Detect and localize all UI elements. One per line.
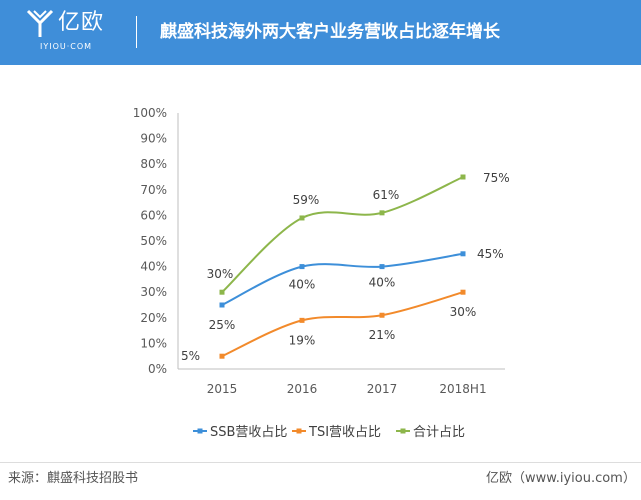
y-axis: 0% 10% 20% 30% 40% 50% 60% 70% 80% 90% 100% (133, 106, 179, 376)
y-tick-label: 10% (140, 336, 167, 350)
x-tick-label: 2015 (207, 382, 238, 396)
data-point (219, 353, 225, 359)
y-tick-label: 70% (140, 183, 167, 197)
data-label: 59% (293, 193, 320, 207)
y-tick-label: 90% (140, 132, 167, 146)
y-tick-label: 100% (133, 106, 167, 120)
chart-legend: SSB营收占比 TSI营收占比 合计占比 (193, 425, 465, 440)
series-layer: 25% 40% 40% 45% 5% 19% 21% 30% 30% 59% 61% 75% (181, 171, 510, 363)
data-point (379, 264, 385, 270)
page-title: 麒盛科技海外两大客户业务营收占比逐年增长 (160, 22, 500, 42)
data-point (299, 317, 305, 323)
data-point (460, 251, 466, 257)
series-line (221, 252, 464, 306)
y-tick-label: 80% (140, 157, 167, 171)
data-label: 25% (209, 318, 236, 332)
y-tick-label: 30% (140, 285, 167, 299)
y-tick-label: 40% (140, 260, 167, 274)
data-label: 61% (373, 188, 400, 202)
data-point (460, 289, 466, 295)
logo-subtext: IYIOU·COM (40, 42, 93, 51)
data-point (379, 312, 385, 318)
legend-swatch-marker (197, 428, 203, 434)
series-line (221, 291, 464, 358)
x-tick-label: 2017 (367, 382, 398, 396)
footer-divider (0, 462, 641, 463)
legend-label: 合计占比 (413, 425, 465, 440)
source-note: 来源：麒盛科技招股书 (8, 471, 139, 486)
x-tick-label: 2016 (287, 382, 318, 396)
data-point (460, 174, 466, 180)
data-label: 75% (483, 171, 510, 185)
logo-icon (26, 9, 54, 37)
y-tick-label: 60% (140, 208, 167, 222)
header-divider (136, 16, 137, 48)
data-label: 5% (181, 349, 200, 363)
header-bar: 亿欧 IYIOU·COM 麒盛科技海外两大客户业务营收占比逐年增长 (0, 0, 641, 65)
line-chart: 0%10%20%30%40%50%60%70%80%90%100% 2015 20… (133, 106, 510, 440)
legend-label: SSB营收占比 (210, 425, 287, 440)
x-tick-label: 2018H1 (439, 382, 486, 396)
data-point (219, 302, 225, 308)
data-point (299, 215, 305, 221)
data-point (299, 264, 305, 270)
y-tick-label: 50% (140, 234, 167, 248)
legend-label: TSI营收占比 (308, 425, 381, 440)
y-tick-label: 20% (140, 311, 167, 325)
data-label: 30% (450, 305, 477, 319)
data-label: 19% (289, 333, 316, 347)
x-axis: 2015 2016 2017 2018H1 (178, 368, 505, 396)
series-line (221, 176, 464, 293)
data-point (379, 210, 385, 216)
legend-swatch-marker (296, 428, 302, 434)
brand-credit: 亿欧（www.iyiou.com） (486, 471, 636, 486)
data-label: 40% (289, 278, 316, 292)
data-label: 45% (477, 247, 504, 261)
logo-text: 亿欧 (58, 10, 105, 35)
y-tick-label: 0% (148, 362, 167, 376)
data-point (219, 289, 225, 295)
data-label: 30% (207, 267, 234, 281)
data-label: 40% (369, 276, 396, 290)
data-label: 21% (369, 328, 396, 342)
legend-swatch-marker (400, 428, 406, 434)
